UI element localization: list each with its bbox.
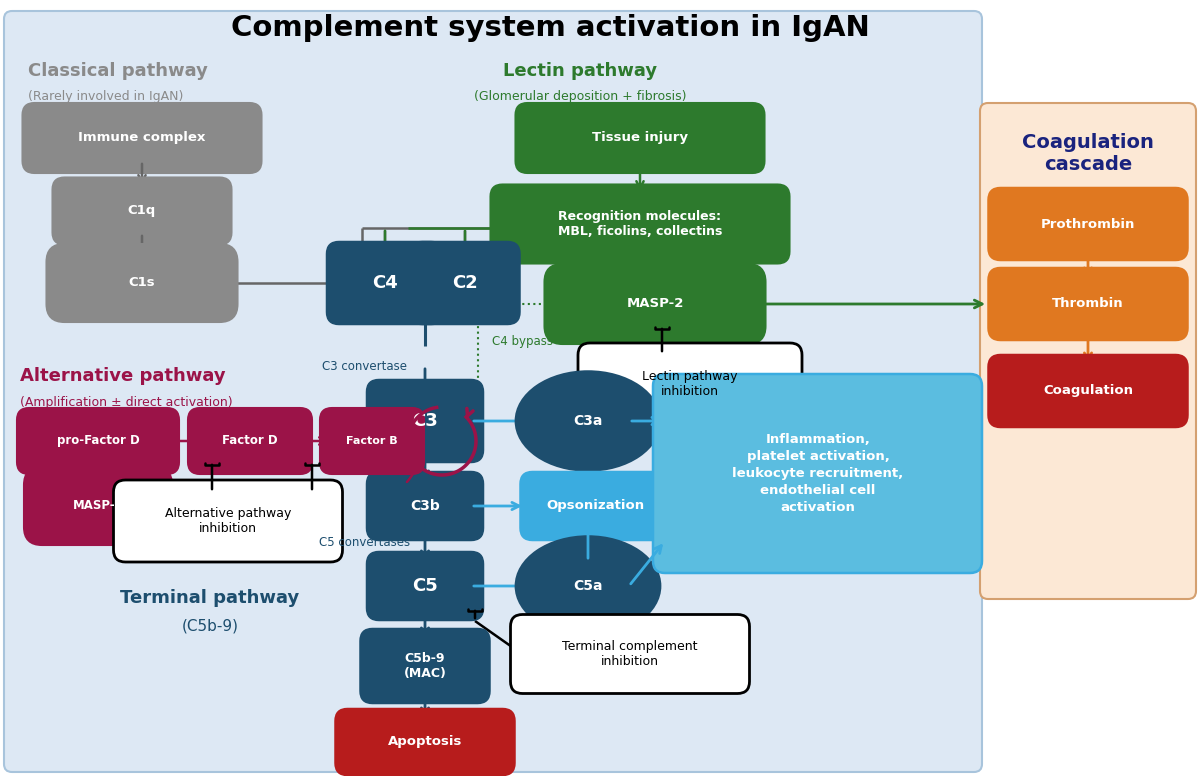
FancyBboxPatch shape bbox=[410, 242, 520, 324]
FancyBboxPatch shape bbox=[516, 103, 764, 173]
Text: (Amplification ± direct activation): (Amplification ± direct activation) bbox=[20, 397, 233, 410]
FancyBboxPatch shape bbox=[188, 408, 312, 474]
Text: MASP-2: MASP-2 bbox=[626, 297, 684, 310]
Text: Opsonization: Opsonization bbox=[546, 500, 644, 512]
Text: +: + bbox=[430, 274, 444, 292]
Text: C4: C4 bbox=[372, 274, 398, 292]
FancyBboxPatch shape bbox=[653, 374, 982, 573]
Text: Lectin pathway: Lectin pathway bbox=[503, 62, 658, 80]
Text: C5: C5 bbox=[412, 577, 438, 595]
FancyBboxPatch shape bbox=[336, 709, 515, 775]
Text: C1s: C1s bbox=[128, 276, 155, 289]
Text: Immune complex: Immune complex bbox=[78, 131, 205, 144]
FancyBboxPatch shape bbox=[980, 103, 1196, 599]
Text: Alternative pathway
inhibition: Alternative pathway inhibition bbox=[164, 507, 292, 535]
Text: MASP-3: MASP-3 bbox=[73, 500, 124, 512]
Text: C5b-9
(MAC): C5b-9 (MAC) bbox=[403, 652, 446, 680]
FancyBboxPatch shape bbox=[367, 552, 482, 620]
Text: (C5b-9): (C5b-9) bbox=[181, 618, 239, 633]
FancyBboxPatch shape bbox=[578, 343, 802, 425]
Text: C3a: C3a bbox=[574, 414, 602, 428]
Text: (Rarely involved in IgAN): (Rarely involved in IgAN) bbox=[28, 91, 184, 103]
Text: Factor B: Factor B bbox=[346, 436, 398, 446]
FancyBboxPatch shape bbox=[53, 178, 232, 244]
Text: Apoptosis: Apoptosis bbox=[388, 736, 462, 749]
Text: Recognition molecules:
MBL, ficolins, collectins: Recognition molecules: MBL, ficolins, co… bbox=[558, 210, 722, 238]
Text: C4 bypass: C4 bypass bbox=[492, 334, 553, 348]
Text: Inflammation,
platelet activation,
leukocyte recruitment,
endothelial cell
activ: Inflammation, platelet activation, leuko… bbox=[732, 434, 904, 514]
Text: C5 convertases: C5 convertases bbox=[319, 536, 410, 549]
FancyBboxPatch shape bbox=[367, 380, 482, 462]
Text: Terminal pathway: Terminal pathway bbox=[120, 589, 300, 607]
FancyBboxPatch shape bbox=[4, 11, 982, 772]
FancyBboxPatch shape bbox=[114, 480, 342, 562]
Text: C3 convertase: C3 convertase bbox=[323, 359, 408, 372]
Text: pro-Factor D: pro-Factor D bbox=[56, 435, 139, 448]
Text: C3b: C3b bbox=[410, 499, 440, 513]
Text: Classical pathway: Classical pathway bbox=[28, 62, 208, 80]
Text: Thrombin: Thrombin bbox=[1052, 297, 1124, 310]
Text: Complement system activation in IgAN: Complement system activation in IgAN bbox=[230, 14, 869, 42]
FancyBboxPatch shape bbox=[23, 103, 262, 173]
FancyBboxPatch shape bbox=[516, 536, 660, 636]
Text: Tissue injury: Tissue injury bbox=[592, 131, 688, 144]
FancyBboxPatch shape bbox=[24, 467, 172, 545]
FancyBboxPatch shape bbox=[360, 629, 490, 703]
FancyBboxPatch shape bbox=[47, 244, 238, 322]
FancyBboxPatch shape bbox=[510, 615, 750, 694]
Text: Lectin pathway
inhibition: Lectin pathway inhibition bbox=[642, 370, 738, 398]
Text: Alternative pathway: Alternative pathway bbox=[20, 367, 226, 385]
Text: (Glomerular deposition + fibrosis): (Glomerular deposition + fibrosis) bbox=[474, 91, 686, 103]
Text: C5a: C5a bbox=[574, 579, 602, 593]
FancyBboxPatch shape bbox=[17, 408, 179, 474]
FancyBboxPatch shape bbox=[521, 472, 670, 540]
Text: Coagulation: Coagulation bbox=[1043, 384, 1133, 397]
FancyBboxPatch shape bbox=[516, 372, 660, 470]
FancyBboxPatch shape bbox=[989, 268, 1188, 340]
FancyBboxPatch shape bbox=[367, 472, 482, 540]
FancyBboxPatch shape bbox=[320, 408, 424, 474]
FancyBboxPatch shape bbox=[491, 185, 790, 264]
Text: C2: C2 bbox=[452, 274, 478, 292]
FancyBboxPatch shape bbox=[545, 264, 766, 344]
FancyBboxPatch shape bbox=[326, 242, 443, 324]
Text: Terminal complement
inhibition: Terminal complement inhibition bbox=[563, 640, 697, 668]
Text: C3: C3 bbox=[412, 412, 438, 430]
FancyBboxPatch shape bbox=[989, 188, 1188, 260]
Text: Factor D: Factor D bbox=[222, 435, 278, 448]
FancyBboxPatch shape bbox=[989, 355, 1188, 427]
Text: Prothrombin: Prothrombin bbox=[1040, 217, 1135, 230]
Text: Coagulation
cascade: Coagulation cascade bbox=[1022, 133, 1154, 175]
Text: C1q: C1q bbox=[128, 205, 156, 217]
